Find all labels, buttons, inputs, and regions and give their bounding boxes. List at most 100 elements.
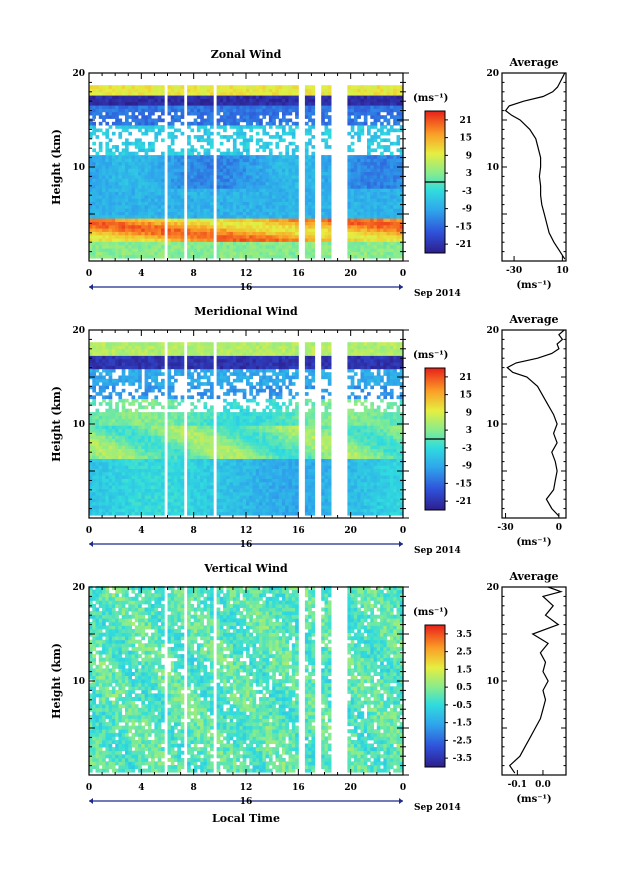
heatmap-cell <box>134 168 139 173</box>
heatmap-cell <box>98 91 103 96</box>
heatmap-cell <box>190 191 195 196</box>
heatmap-cell <box>236 228 240 232</box>
heatmap-cell <box>389 171 394 176</box>
heatmap-cell <box>291 238 296 242</box>
heatmap-cell <box>138 171 142 176</box>
heatmap-cell <box>95 231 100 236</box>
heatmap-cell <box>285 175 289 179</box>
heatmap-cell <box>226 244 231 249</box>
heatmap-cell <box>376 171 381 176</box>
heatmap-cell <box>255 218 260 222</box>
heatmap-cell <box>144 362 149 366</box>
heatmap-cell <box>259 108 263 113</box>
heatmap-cell <box>353 168 358 173</box>
heatmap-cell <box>255 155 260 159</box>
heatmap-cell <box>311 88 316 93</box>
heatmap-cell <box>108 395 113 400</box>
heatmap-cell <box>291 161 296 166</box>
heatmap-cell <box>321 138 325 143</box>
heatmap-cell <box>115 481 119 486</box>
heatmap-cell <box>121 452 126 456</box>
heatmap-cell <box>291 244 296 249</box>
heatmap-cell <box>196 108 201 113</box>
heatmap-cell <box>219 208 224 212</box>
heatmap-cell <box>92 121 96 126</box>
heatmap-cell <box>167 101 172 106</box>
heatmap-cell <box>216 155 221 159</box>
heatmap-cell <box>200 105 204 109</box>
heatmap-cell <box>347 158 352 163</box>
heatmap-cell <box>190 148 195 153</box>
heatmap-cell <box>353 228 358 232</box>
heatmap-cell <box>291 251 296 256</box>
heatmap-cell <box>393 121 397 126</box>
heatmap-cell <box>360 254 365 259</box>
heatmap-cell <box>121 505 126 509</box>
heatmap-cell <box>380 138 384 143</box>
heatmap-cell <box>144 395 149 400</box>
heatmap-cell <box>295 121 299 126</box>
heatmap-cell <box>180 188 185 192</box>
heatmap-cell <box>246 238 250 242</box>
heatmap-cell <box>311 244 316 249</box>
heatmap-cell <box>134 218 139 222</box>
heatmap-cell <box>157 238 162 242</box>
heatmap-cell <box>138 481 142 486</box>
heatmap-cell <box>370 238 374 242</box>
heatmap-cell <box>121 388 126 393</box>
heatmap-cell <box>89 488 93 493</box>
heatmap-cell <box>151 505 155 509</box>
heatmap-cell <box>285 231 289 236</box>
heatmap-cell <box>246 241 250 246</box>
heatmap-cell <box>396 188 401 192</box>
heatmap-cell <box>219 181 224 186</box>
heatmap-cell <box>147 355 152 360</box>
heatmap-cell <box>131 115 136 119</box>
heatmap-cell <box>177 201 181 206</box>
heatmap-cell <box>206 115 211 119</box>
heatmap-cell <box>246 141 250 146</box>
heatmap-cell <box>115 511 119 516</box>
heatmap-cell <box>157 218 162 222</box>
heatmap-cell <box>347 221 352 226</box>
heatmap-cell <box>174 128 178 133</box>
heatmap-cell <box>206 178 211 183</box>
heatmap-cell <box>147 105 152 109</box>
heatmap-cell <box>268 234 273 239</box>
heatmap-cell <box>272 241 276 246</box>
heatmap-cell <box>95 368 100 373</box>
heatmap-cell <box>203 208 208 212</box>
heatmap-cell <box>115 91 119 96</box>
heatmap-cell <box>308 105 312 109</box>
heatmap-cell <box>383 248 388 252</box>
heatmap-cell <box>89 448 93 453</box>
heatmap-cell <box>161 198 165 202</box>
heatmap-cell <box>154 228 159 232</box>
heatmap-cell <box>396 105 401 109</box>
heatmap-cell <box>249 241 253 246</box>
heatmap-cell <box>350 251 355 256</box>
heatmap-cell <box>144 365 149 370</box>
heatmap-cell <box>282 191 286 196</box>
heatmap-cell <box>295 145 299 149</box>
heatmap-cell <box>141 105 145 109</box>
heatmap-cell <box>242 251 247 256</box>
heatmap-cell <box>327 171 332 176</box>
heatmap-cell <box>308 138 312 143</box>
heatmap-cell <box>131 362 136 366</box>
heatmap-cell <box>89 425 93 430</box>
heatmap-cell <box>98 88 103 93</box>
colorbar-tick-label: -15 <box>456 222 472 232</box>
heatmap-cell <box>347 244 352 249</box>
heatmap-cell <box>128 415 132 420</box>
heatmap-cell <box>89 485 93 489</box>
heatmap-cell <box>206 218 211 222</box>
heatmap-cell <box>144 465 149 469</box>
heatmap-cell <box>327 201 332 206</box>
heatmap-cell <box>380 224 384 229</box>
heatmap-cell <box>291 208 296 212</box>
heatmap-cell <box>174 85 178 89</box>
heatmap-cell <box>154 171 159 176</box>
heatmap-cell <box>252 171 257 176</box>
heatmap-cell <box>291 201 296 206</box>
